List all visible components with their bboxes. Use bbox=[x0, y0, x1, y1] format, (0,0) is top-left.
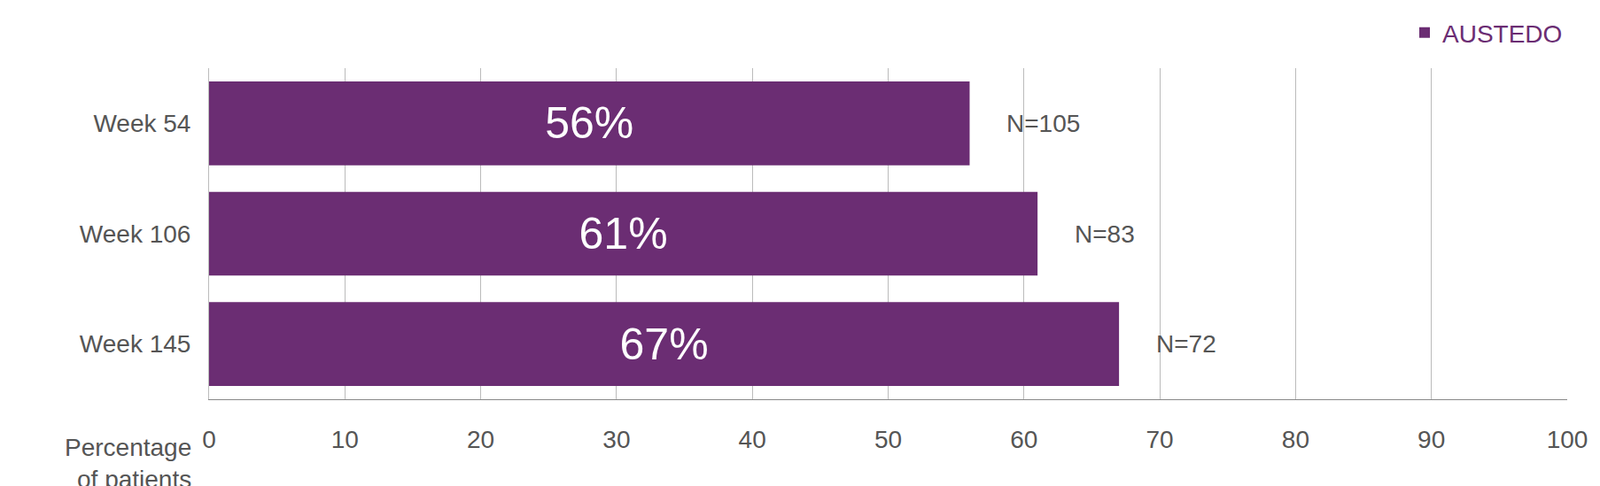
svg-text:N=83: N=83 bbox=[1074, 220, 1135, 249]
svg-text:0: 0 bbox=[201, 426, 217, 454]
svg-text:70: 70 bbox=[1146, 426, 1174, 454]
svg-text:N=72: N=72 bbox=[1156, 330, 1217, 358]
svg-text:56%: 56% bbox=[544, 98, 634, 148]
svg-text:50: 50 bbox=[874, 426, 902, 454]
svg-text:N=105: N=105 bbox=[1006, 109, 1080, 138]
svg-text:Percentageof patients: Percentageof patients bbox=[64, 434, 192, 486]
svg-text:60: 60 bbox=[1009, 426, 1038, 454]
svg-text:Week 106: Week 106 bbox=[79, 220, 192, 249]
svg-text:90: 90 bbox=[1417, 426, 1445, 454]
svg-text:40: 40 bbox=[738, 426, 767, 454]
svg-text:61%: 61% bbox=[579, 209, 668, 259]
svg-text:30: 30 bbox=[602, 426, 630, 454]
svg-text:100: 100 bbox=[1546, 426, 1589, 454]
svg-text:80: 80 bbox=[1281, 426, 1310, 454]
svg-text:Week 145: Week 145 bbox=[79, 330, 192, 358]
svg-text:20: 20 bbox=[466, 426, 495, 454]
svg-text:AUSTEDO: AUSTEDO bbox=[1442, 20, 1562, 48]
svg-text:67%: 67% bbox=[620, 319, 709, 370]
svg-text:Week 54: Week 54 bbox=[93, 109, 191, 138]
svg-text:10: 10 bbox=[331, 426, 359, 454]
